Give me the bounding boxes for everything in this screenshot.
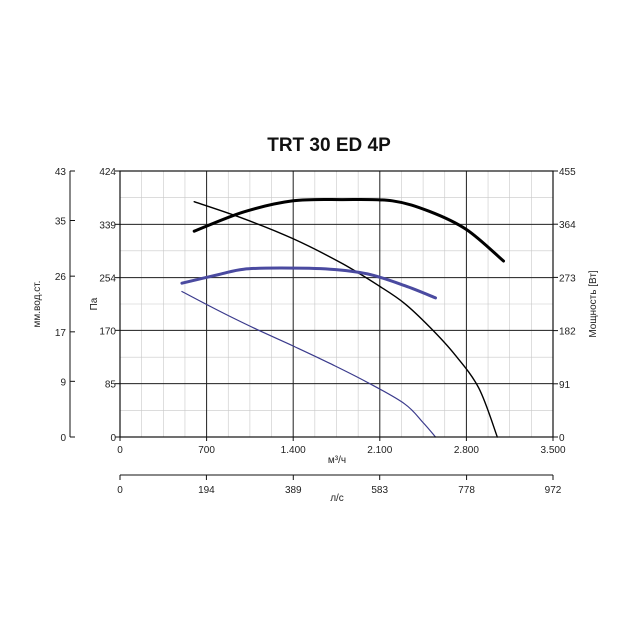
axes: 0 9 17 26 35 43 0 85 170 254 339 424 0 91 182 273 364 455…	[55, 167, 576, 496]
y-axis-label: Па	[89, 297, 100, 310]
x-tick-label: 0	[117, 445, 123, 456]
y-outer-tick-label: 9	[60, 377, 66, 388]
y-right-tick-label: 364	[559, 220, 576, 231]
y-tick-label: 0	[110, 433, 116, 444]
x2-tick-label: 778	[458, 485, 475, 496]
y-right-tick-label: 182	[559, 327, 576, 338]
power-curve-2	[192, 197, 505, 263]
y-outer-tick-label: 17	[55, 328, 67, 339]
curves	[180, 197, 505, 438]
chart-title: TRT 30 ED 4P	[267, 135, 391, 156]
y-right-tick-label: 0	[559, 433, 565, 444]
x2-tick-label: 194	[198, 485, 215, 496]
x2-tick-label: 972	[545, 485, 562, 496]
x-tick-label: 1.400	[281, 445, 306, 456]
x-tick-label: 2.800	[454, 445, 479, 456]
y-tick-label: 339	[99, 220, 116, 231]
x-tick-label: 3.500	[540, 445, 565, 456]
pressure-curve-0	[193, 201, 498, 438]
x-tick-label: 700	[198, 445, 215, 456]
x2-tick-label: 0	[117, 485, 123, 496]
power-curve-3	[180, 266, 437, 300]
x2-tick-label: 389	[285, 485, 302, 496]
y-outer-tick-label: 26	[55, 272, 67, 283]
y-tick-label: 170	[99, 326, 116, 337]
x-axis-label: м³/ч	[328, 455, 346, 466]
y-tick-label: 254	[99, 274, 116, 285]
y-tick-label: 85	[105, 380, 117, 391]
y-tick-label: 424	[99, 167, 116, 178]
y-right-tick-label: 91	[559, 380, 571, 391]
grid	[119, 170, 554, 438]
y-right-tick-label: 273	[559, 273, 576, 284]
x-tick-label: 2.100	[367, 445, 392, 456]
x2-tick-label: 583	[371, 485, 388, 496]
x2-axis-label: л/с	[330, 493, 344, 504]
y-outer-tick-label: 43	[55, 167, 67, 178]
plot-frame	[119, 170, 554, 438]
y-outer-tick-label: 0	[60, 433, 66, 444]
pressure-curve-1	[181, 290, 437, 438]
y-outer-axis-label: мм.вод.ст.	[32, 281, 43, 328]
y-right-tick-label: 455	[559, 167, 576, 178]
y-right-axis-label: Мощность [Вт]	[588, 270, 599, 338]
y-outer-tick-label: 35	[55, 216, 67, 227]
